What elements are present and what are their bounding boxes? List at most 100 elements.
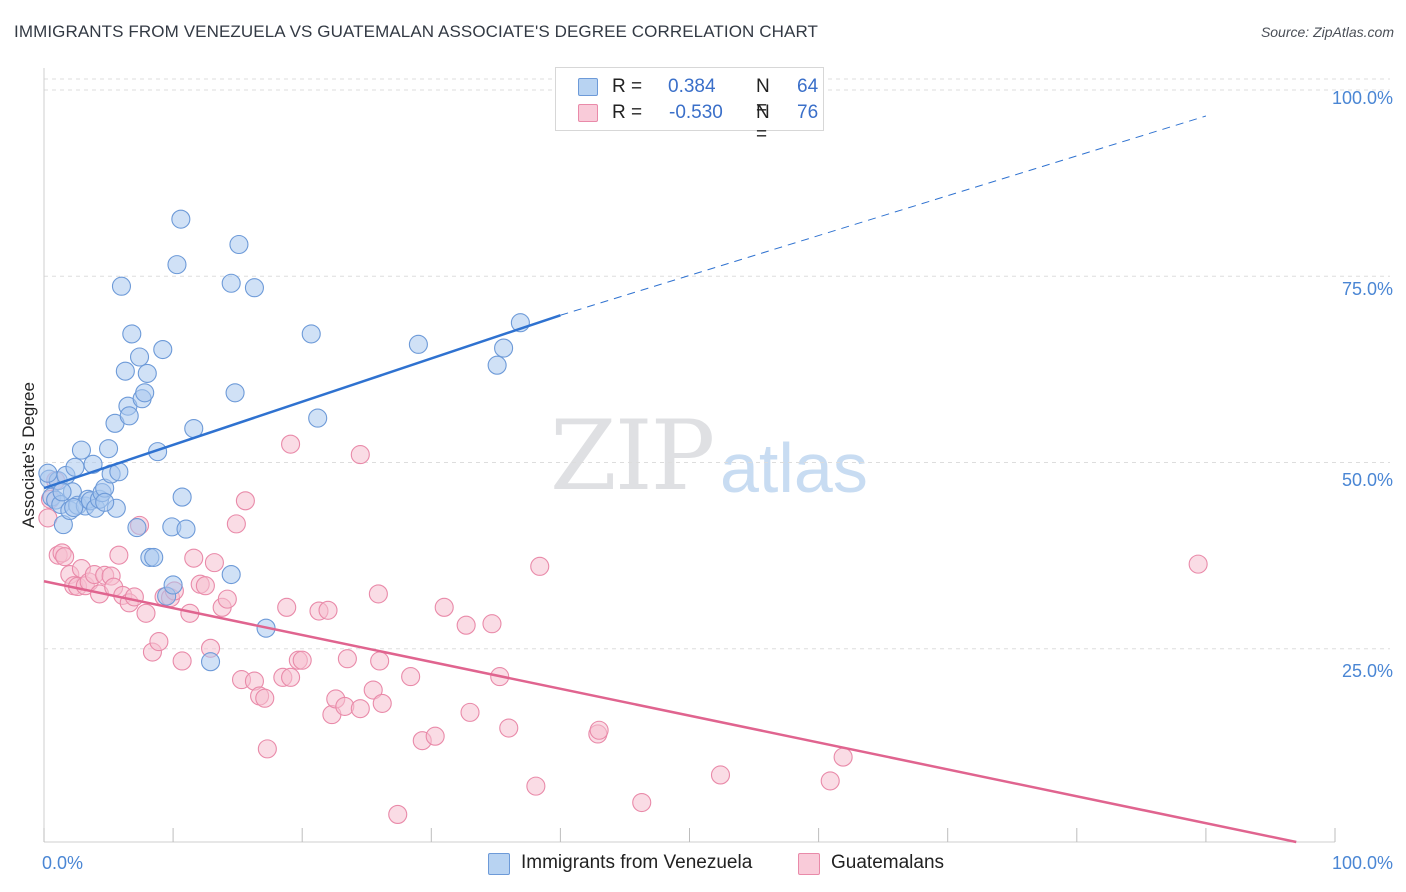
guatemalan-point [257,739,277,759]
legend-n-label: N = [756,76,770,119]
guatemalan-point [350,699,370,719]
venezuela-point [153,340,173,360]
guatemalan-point [350,445,370,465]
guatemalan-point [710,765,731,785]
venezuela-trendline [43,314,561,490]
venezuela-point [301,324,321,344]
legend-r-label: R = [612,76,643,97]
venezuela-point [38,463,58,483]
venezuela-point [221,273,241,293]
x-tick-0: 0.0% [42,853,83,873]
venezuela-point [494,338,514,358]
venezuela-point [129,347,150,367]
guatemalan-point [318,600,338,620]
legend-r-label: R = [612,102,643,123]
stats-legend: R = 0.384 N = 64 R = -0.530 N = 76 [555,67,824,145]
venezuela-point [111,276,132,296]
guatemalan-point [456,615,476,635]
guatemalan-point [337,649,357,669]
guatemalans-points [38,434,1208,824]
guatemalan-point [55,547,75,567]
venezuela-point [221,564,241,585]
venezuela-point [176,519,196,539]
guatemalan-point [589,720,609,740]
venezuela-point [95,492,115,512]
venezuela-point [225,383,245,403]
venezuela-point [122,324,142,344]
guatemalan-point [255,688,275,708]
venezuela-point [127,518,147,538]
venezuela-point [148,442,168,462]
venezuela-point [71,440,91,460]
y-axis-title: Associate's Degree [19,382,38,528]
legend-r-value: 0.384 [668,76,716,97]
guatemalan-point [1188,554,1208,574]
guatemalan-point [372,693,392,713]
y-tick-50: 50.0% [1342,470,1393,490]
venezuela-points [38,209,530,672]
chart-title: IMMIGRANTS FROM VENEZUELA VS GUATEMALAN … [14,22,818,41]
guatemalan-point [172,651,192,671]
guatemalan-point [124,587,144,607]
guatemalan-point [109,545,129,565]
legend-swatch-pink [578,104,598,122]
guatemalan-trendline [43,580,1297,844]
venezuela-point [137,363,157,383]
venezuela-point [229,234,249,255]
venezuela-point [144,547,164,567]
guatemalan-point [149,632,169,652]
guatemalan-point [425,726,445,746]
venezuela-point [65,457,85,477]
guatemalan-point [363,680,383,700]
guatemalan-point [217,589,237,609]
guatemalan-point [281,667,301,687]
x-tick-100: 100.0% [1332,853,1393,873]
venezuela-point [200,652,221,672]
guatemalan-point [370,651,390,671]
guatemalan-point [204,553,224,573]
guatemalan-point [530,556,550,576]
guatemalan-point [434,597,454,617]
legend-n-value: 64 [797,76,819,97]
bottom-legend-label: Guatemalans [831,852,945,873]
guatemalan-point [235,491,255,511]
bottom-legend-swatch-blue [488,853,510,875]
venezuela-point [487,355,507,375]
guatemalan-point [277,597,297,617]
venezuela-point [135,383,155,403]
venezuela-point [115,361,135,381]
guatemalan-point [195,576,215,596]
guatemalan-point [281,434,301,454]
venezuela-point [52,482,72,502]
guatemalan-point [401,667,421,687]
venezuela-point [308,408,328,428]
guatemalan-point [820,771,840,791]
venezuela-point [172,487,192,507]
axes [43,68,1336,843]
legend-r-value: -0.530 [669,102,723,123]
legend-swatch-blue [578,78,598,96]
guatemalan-point [226,514,246,534]
guatemalan-point [526,776,546,796]
venezuela-trendline-extension [560,115,1207,316]
trendlines [43,115,1297,844]
venezuela-point [64,497,84,518]
watermark-zip: ZIP [550,400,715,512]
guatemalan-point [482,614,502,634]
guatemalan-point [292,650,312,670]
venezuela-point [408,334,428,354]
venezuela-point [171,209,191,229]
venezuela-point [99,439,119,459]
y-tick-75: 75.0% [1342,279,1393,299]
venezuela-point [119,406,139,426]
legend-n-value: 76 [797,102,819,123]
guatemalan-point [136,603,156,623]
bottom-legend-label: Immigrants from Venezuela [521,852,753,873]
guatemalan-point [632,792,652,813]
venezuela-point [244,278,264,298]
watermark-atlas: atlas [720,429,868,507]
bottom-legend-swatch-pink [798,853,820,875]
guatemalan-point [460,702,480,722]
legend-n-label: N = [756,102,770,145]
